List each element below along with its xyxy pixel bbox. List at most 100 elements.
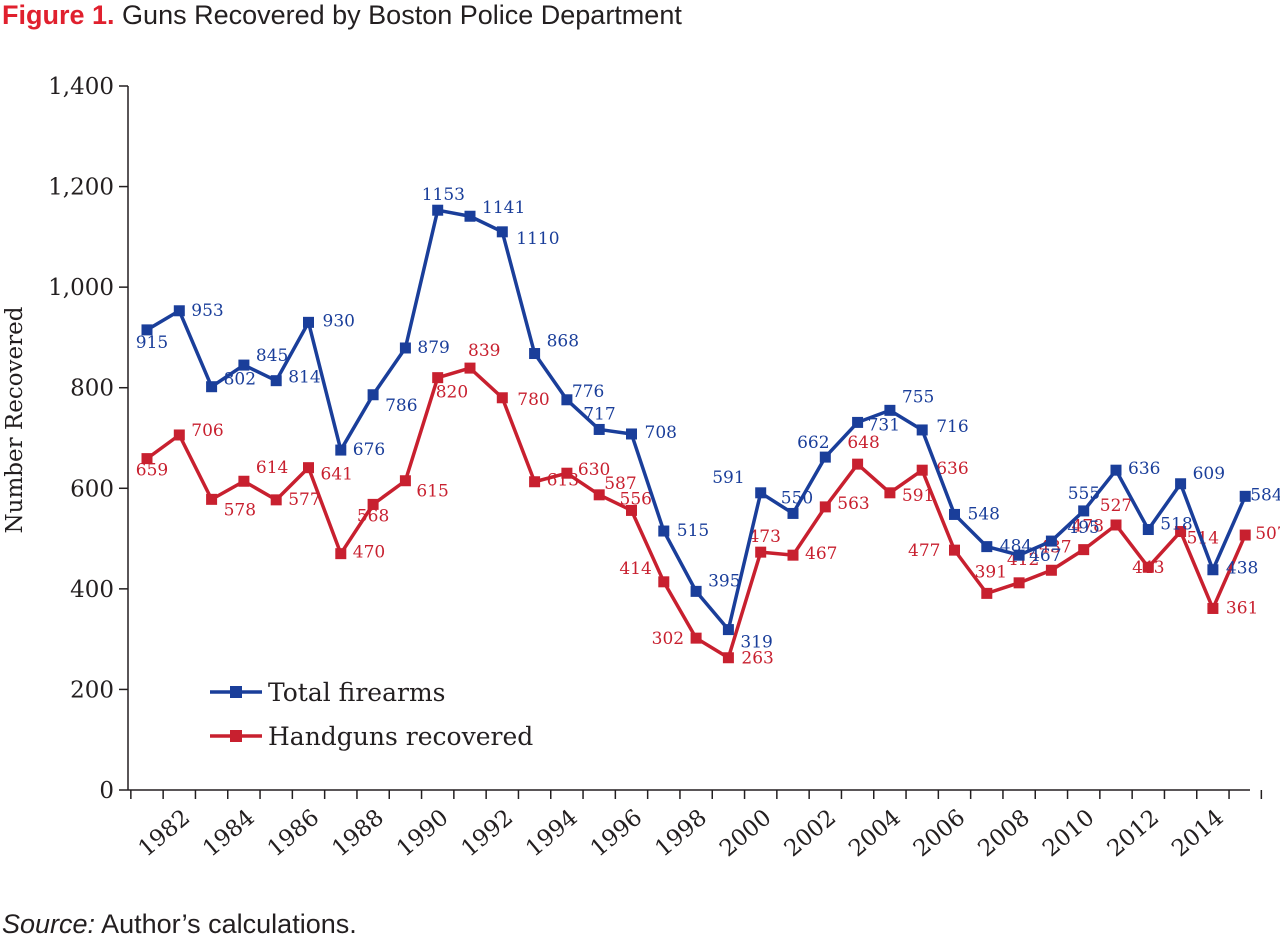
data-point-total-firearms [270,375,282,387]
data-point-handguns-recovered [690,632,702,644]
data-point-total-firearms [819,451,831,463]
data-point-handguns-recovered [722,652,734,664]
data-point-handguns-recovered [981,587,993,599]
data-label-handguns-recovered: 614 [256,458,288,478]
x-tick-label: 1992 [457,805,519,863]
data-label-handguns-recovered: 820 [436,383,468,403]
figure-title-text: Guns Recovered by Boston Police Departme… [122,0,682,30]
x-tick-label: 2006 [909,805,971,863]
data-point-total-firearms [852,416,864,428]
data-label-handguns-recovered: 527 [1100,496,1132,516]
data-label-total-firearms: 515 [677,521,709,541]
data-point-total-firearms [1175,478,1187,490]
source-note: Source: Author’s calculations. [2,907,357,941]
data-label-handguns-recovered: 659 [136,461,168,481]
series-line-total-firearms [146,208,1247,632]
data-point-total-firearms [399,342,411,354]
data-label-handguns-recovered: 577 [288,490,320,510]
data-point-total-firearms [755,487,767,499]
x-tick-label: 1990 [392,805,454,863]
data-label-handguns-recovered: 706 [191,421,223,441]
data-point-total-firearms [690,585,702,597]
data-point-handguns-recovered [1239,529,1251,541]
data-label-handguns-recovered: 361 [1226,598,1258,618]
x-tick-label: 1982 [134,805,196,863]
data-label-total-firearms: 395 [708,571,740,591]
data-label-total-firearms: 518 [1160,515,1192,535]
data-point-total-firearms [787,507,799,519]
x-tick-label: 2008 [973,805,1035,863]
x-tick-label: 1996 [586,805,648,863]
series-handguns-recovered: 6597065786145776414705686158208397806136… [136,341,1280,669]
data-label-total-firearms: 591 [712,468,744,488]
data-point-total-firearms [626,428,637,440]
data-label-total-firearms: 548 [968,504,1000,524]
x-tick-label: 1986 [263,805,325,863]
data-label-handguns-recovered: 630 [578,460,610,480]
data-label-total-firearms: 915 [136,333,168,353]
data-label-total-firearms: 802 [224,370,256,390]
data-point-handguns-recovered [335,548,347,560]
data-label-handguns-recovered: 443 [1132,558,1164,578]
data-point-total-firearms [141,324,153,336]
data-point-handguns-recovered [1078,544,1090,556]
data-point-total-firearms [916,424,928,436]
data-label-handguns-recovered: 473 [748,527,780,547]
x-tick-label: 1984 [198,805,260,863]
data-point-handguns-recovered [206,493,218,505]
y-axis: 0 200 400 600 800 1,000 1,200 1,400 [48,74,129,804]
data-point-total-firearms [367,389,379,401]
data-label-total-firearms: 717 [583,404,615,424]
data-label-total-firearms: 484 [1000,537,1032,557]
y-tick-label: 1,000 [48,275,114,301]
data-point-handguns-recovered [884,487,896,499]
data-point-total-firearms [1239,490,1251,502]
data-label-total-firearms: 879 [417,338,449,358]
data-label-handguns-recovered: 302 [652,629,684,649]
data-label-total-firearms: 1141 [482,198,525,218]
data-label-total-firearms: 636 [1128,459,1160,479]
data-label-handguns-recovered: 780 [517,390,549,410]
data-label-handguns-recovered: 636 [936,459,968,479]
data-label-total-firearms: 786 [385,396,417,416]
data-point-total-firearms [1045,535,1057,547]
source-label: Source: [2,909,96,939]
data-point-total-firearms [593,423,605,435]
data-point-total-firearms [1013,549,1025,561]
data-point-total-firearms [206,381,218,393]
data-label-handguns-recovered: 613 [547,471,579,491]
y-tick-label: 200 [70,677,114,703]
data-point-total-firearms [303,316,314,328]
data-label-handguns-recovered: 470 [353,543,385,563]
y-tick-label: 600 [70,476,114,502]
data-point-total-firearms [949,508,960,520]
data-label-handguns-recovered: 563 [837,494,869,514]
y-tick-label: 1,400 [48,74,114,100]
data-point-handguns-recovered [787,549,799,561]
data-label-total-firearms: 868 [547,332,579,352]
data-point-total-firearms [884,404,896,416]
data-point-total-firearms [496,226,508,238]
data-label-total-firearms: 584 [1250,485,1280,505]
data-point-total-firearms [464,210,476,222]
legend-marker-total-firearms [230,686,242,698]
data-label-total-firearms: 776 [572,382,604,402]
data-label-handguns-recovered: 477 [908,541,940,561]
data-point-handguns-recovered [916,464,928,476]
data-point-handguns-recovered [1142,561,1154,573]
data-point-total-firearms [173,305,185,317]
data-label-handguns-recovered: 648 [847,433,879,453]
data-label-handguns-recovered: 467 [805,544,837,564]
x-tick-label: 2010 [1038,805,1100,863]
data-label-total-firearms: 845 [256,346,288,366]
x-tick-label: 2002 [780,805,842,863]
data-label-handguns-recovered: 414 [619,559,651,579]
x-tick-label: 2012 [1103,805,1165,863]
data-point-handguns-recovered [755,546,767,558]
legend-item-handguns-recovered: Handguns recovered [210,722,533,751]
legend: Total firearms Handguns recovered [210,678,533,751]
x-tick-label: 2004 [844,805,906,863]
figure-label: Figure 1. [2,0,115,30]
data-label-total-firearms: 755 [902,387,934,407]
